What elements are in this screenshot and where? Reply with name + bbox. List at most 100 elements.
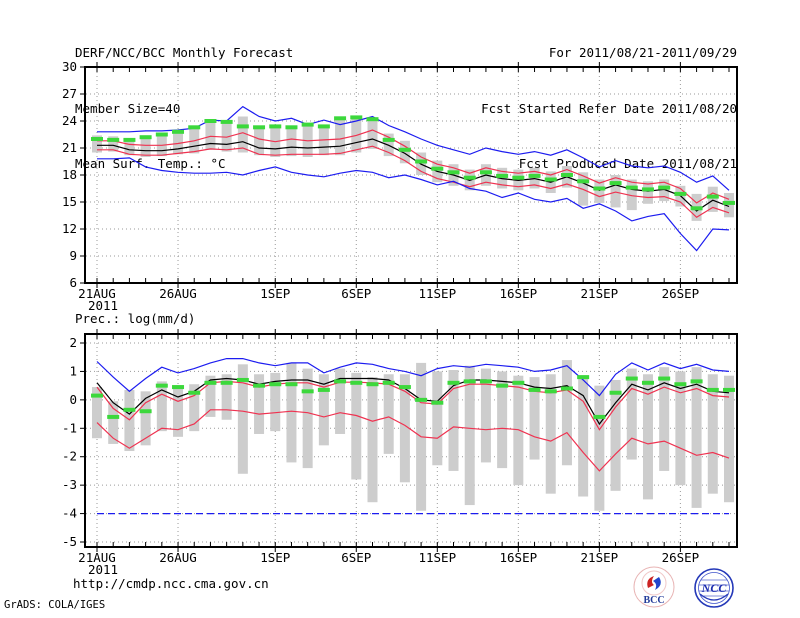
- observation-dash: [366, 382, 379, 387]
- member-spread-bar: [610, 379, 621, 491]
- observation-dash: [609, 181, 622, 186]
- observation-dash: [496, 383, 509, 388]
- x-tick-label: 21SEP: [581, 286, 619, 301]
- observation-dash: [415, 159, 428, 164]
- temperature-chart-frame: [84, 66, 738, 284]
- x-tick-label: 21SEP: [581, 550, 619, 565]
- member-size-label: Member Size=40: [75, 100, 181, 116]
- member-spread-bar: [529, 377, 540, 460]
- observation-dash: [317, 387, 330, 392]
- observation-dash: [625, 185, 638, 190]
- header-right: For 2011/08/21-2011/09/29 Fcst Started R…: [0, 7, 737, 192]
- member-spread-bar: [480, 368, 491, 463]
- member-spread-bar: [642, 374, 653, 500]
- member-spread-bar: [513, 375, 524, 486]
- member-spread-bar: [399, 374, 410, 483]
- member-spread-bar: [594, 385, 605, 511]
- observation-dash: [447, 380, 460, 385]
- observation-dash: [204, 119, 217, 123]
- prec-chart-title: Prec.: log(mm/d): [75, 311, 196, 326]
- member-spread-bar: [205, 119, 216, 150]
- observation-dash: [577, 375, 590, 380]
- observation-dash: [334, 379, 347, 384]
- x-axis-year-label: 2011: [88, 562, 118, 577]
- observation-dash: [463, 175, 476, 180]
- observation-dash: [350, 380, 363, 385]
- member-spread-bar: [92, 135, 102, 153]
- member-spread-bar: [578, 377, 589, 497]
- member-spread-bar: [286, 362, 297, 463]
- member-spread-bar: [367, 117, 378, 149]
- member-spread-bar: [108, 401, 119, 444]
- member-spread-bar: [335, 368, 346, 434]
- y-tick-label: 18: [62, 167, 77, 182]
- observation-dash: [479, 379, 492, 384]
- member-spread-bar: [724, 193, 734, 218]
- y-tick-label: 12: [62, 221, 77, 236]
- observation-dash: [301, 122, 314, 127]
- temp-chart-title: Mean Surf. Temp.: °C: [75, 156, 226, 171]
- x-tick-label: 1SEP: [260, 286, 290, 301]
- x-tick-label: 21AUG: [78, 286, 116, 301]
- member-spread-bar: [707, 374, 718, 494]
- observation-dash: [236, 377, 249, 382]
- member-spread-bar: [286, 125, 297, 157]
- y-tick-label: 0: [69, 392, 77, 407]
- observation-dash: [204, 380, 217, 385]
- observation-dash: [706, 194, 719, 199]
- member-spread-bar: [221, 374, 232, 420]
- y-tick-label: -5: [62, 534, 77, 549]
- observation-dash: [674, 191, 687, 196]
- x-tick-label: 26AUG: [159, 286, 197, 301]
- observation-dash: [188, 390, 201, 395]
- member-spread-bar: [92, 387, 102, 439]
- x-tick-label: 26SEP: [662, 286, 700, 301]
- mean-plus-std: [97, 129, 730, 204]
- x-tick-label: 1SEP: [260, 550, 290, 565]
- observation-dash: [334, 116, 347, 121]
- ensemble-min: [97, 157, 730, 252]
- observation-dash: [593, 186, 606, 191]
- x-tick-label: 16SEP: [500, 550, 538, 565]
- member-spread-bar: [254, 125, 265, 156]
- logos: BCC NCC: [633, 566, 734, 608]
- observation-dash: [236, 124, 249, 129]
- observation-dash: [107, 414, 120, 419]
- y-tick-label: -1: [62, 420, 77, 435]
- observation-dash: [479, 170, 492, 175]
- ncc-laurel: [699, 593, 729, 601]
- x-tick-label: 6SEP: [341, 286, 371, 301]
- observation-dash: [706, 387, 719, 392]
- member-spread-bar: [626, 368, 637, 460]
- observation-dash: [253, 383, 266, 388]
- member-spread-bar: [237, 364, 248, 474]
- observation-dash: [415, 397, 428, 402]
- observation-dash: [544, 389, 557, 394]
- member-spread-bar: [448, 370, 459, 471]
- observation-dash: [301, 389, 314, 394]
- ncc-globe-lines: [699, 579, 729, 597]
- observation-dash: [463, 379, 476, 384]
- member-spread-bar: [254, 374, 265, 434]
- ensemble-max: [97, 105, 730, 191]
- member-spread-bar: [302, 368, 313, 469]
- member-spread-bar: [335, 117, 346, 156]
- member-spread-bar: [659, 179, 670, 202]
- precipitation-chart-frame: [84, 333, 738, 548]
- observation-dash: [641, 187, 654, 192]
- member-spread-bar: [124, 138, 135, 156]
- observation-dash: [285, 125, 298, 130]
- y-tick-label: 21: [62, 140, 77, 155]
- member-spread-bar: [610, 175, 621, 208]
- x-axis-year-label: 2011: [88, 298, 118, 313]
- observation-dash: [625, 376, 638, 381]
- member-spread-bar: [270, 372, 281, 432]
- observation-dash: [658, 376, 671, 381]
- observation-dash: [690, 379, 703, 384]
- observation-dash: [512, 380, 525, 385]
- ncc-logo-text: NCC: [701, 581, 728, 595]
- y-tick-label: 15: [62, 194, 77, 209]
